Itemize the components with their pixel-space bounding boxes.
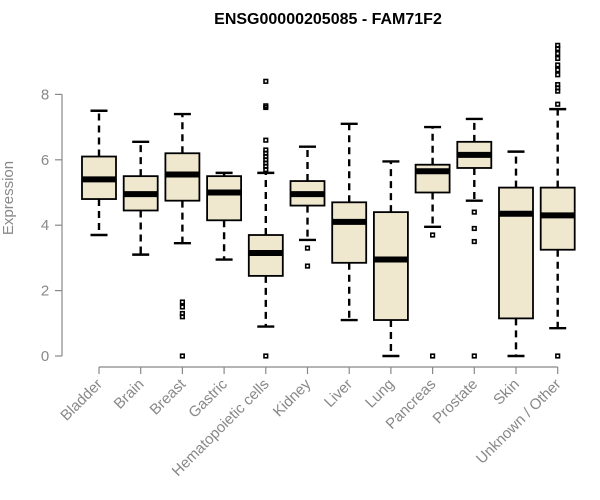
x-tick-label: Lung [362, 376, 398, 412]
y-tick-label: 2 [41, 283, 49, 300]
outlier-point [555, 67, 561, 73]
y-tick-label: 6 [41, 152, 49, 169]
outlier-point [179, 310, 186, 317]
outlier-point [471, 353, 477, 359]
outlier-point [471, 238, 477, 245]
outlier-point [555, 55, 561, 62]
outlier-point [555, 62, 561, 68]
outlier-point [555, 42, 561, 48]
outlier-point [179, 304, 186, 310]
outlier-point [429, 232, 436, 238]
outlier-point [555, 101, 561, 107]
y-axis-label: Expression [0, 161, 17, 235]
y-axis: 0 2 4 6 8 [41, 86, 63, 365]
outlier-point [471, 209, 477, 215]
box-gastric [206, 171, 243, 261]
y-tick-label: 4 [41, 217, 49, 234]
box-liver [331, 122, 368, 322]
outlier-point [555, 50, 561, 57]
box-brain [122, 140, 159, 256]
outlier-point [555, 72, 561, 78]
outlier-point [471, 225, 477, 232]
outlier-point [263, 353, 269, 359]
iqr-box [539, 186, 576, 251]
box-skin [498, 150, 534, 358]
iqr-box [331, 201, 368, 264]
box-unknown-other [539, 42, 576, 359]
iqr-box [206, 175, 243, 222]
box-kidney [289, 145, 326, 269]
outlier-point [429, 353, 436, 359]
x-tick-label: Liver [321, 376, 356, 411]
outlier-point [263, 137, 269, 143]
outlier-point [179, 353, 186, 359]
x-tick-label: Prostate [430, 376, 482, 428]
y-tick-label: 0 [41, 348, 49, 365]
box-group [81, 42, 576, 359]
outlier-point [555, 81, 561, 88]
x-tick-label: Bladder [57, 376, 106, 425]
outlier-point [304, 263, 311, 269]
box-hematopoietic-cells [247, 78, 284, 359]
outlier-point [304, 245, 311, 251]
y-tick-label: 8 [41, 86, 49, 103]
iqr-box [372, 211, 409, 321]
outlier-point [179, 299, 186, 305]
box-breast [164, 112, 201, 359]
x-tick-label: Kidney [270, 375, 315, 420]
x-tick-label: Skin [490, 376, 523, 409]
outlier-point [263, 103, 269, 109]
x-tick-label: Breast [147, 375, 190, 418]
outlier-point [263, 78, 269, 84]
chart-title: ENSG00000205085 - FAM71F2 [214, 11, 442, 28]
box-pancreas [414, 125, 451, 359]
x-tick-label: Brain [111, 376, 148, 413]
iqr-box [498, 186, 534, 320]
box-prostate [456, 117, 493, 359]
outlier-point [555, 353, 561, 359]
box-bladder [81, 109, 117, 237]
outlier-point [263, 147, 269, 153]
box-lung [372, 160, 409, 358]
